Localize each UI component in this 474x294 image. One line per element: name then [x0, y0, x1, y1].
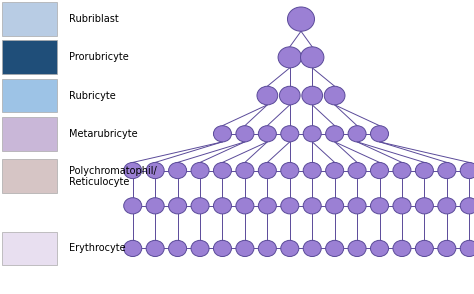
Ellipse shape — [279, 86, 300, 105]
Ellipse shape — [460, 240, 474, 256]
Ellipse shape — [438, 163, 456, 179]
Ellipse shape — [236, 163, 254, 179]
Text: Metarubricyte: Metarubricyte — [69, 129, 137, 139]
Ellipse shape — [348, 126, 366, 142]
Ellipse shape — [303, 198, 321, 214]
Ellipse shape — [191, 163, 209, 179]
Ellipse shape — [146, 240, 164, 256]
Ellipse shape — [191, 198, 209, 214]
Ellipse shape — [303, 240, 321, 256]
Ellipse shape — [281, 198, 299, 214]
Ellipse shape — [258, 163, 276, 179]
Ellipse shape — [326, 240, 344, 256]
Ellipse shape — [213, 240, 231, 256]
Text: Prorubricyte: Prorubricyte — [69, 52, 128, 62]
Ellipse shape — [281, 126, 299, 142]
Ellipse shape — [236, 198, 254, 214]
Ellipse shape — [257, 86, 278, 105]
Text: Erythrocyte: Erythrocyte — [69, 243, 125, 253]
Ellipse shape — [348, 198, 366, 214]
Ellipse shape — [213, 198, 231, 214]
Ellipse shape — [303, 126, 321, 142]
Ellipse shape — [326, 198, 344, 214]
Ellipse shape — [169, 163, 187, 179]
Ellipse shape — [371, 126, 389, 142]
Ellipse shape — [169, 198, 187, 214]
Ellipse shape — [415, 240, 433, 256]
Ellipse shape — [281, 240, 299, 256]
Ellipse shape — [438, 240, 456, 256]
Ellipse shape — [393, 240, 411, 256]
Ellipse shape — [371, 198, 389, 214]
Text: Rubriblast: Rubriblast — [69, 14, 118, 24]
Ellipse shape — [258, 126, 276, 142]
Ellipse shape — [348, 240, 366, 256]
FancyBboxPatch shape — [2, 2, 57, 36]
Ellipse shape — [415, 163, 433, 179]
Ellipse shape — [236, 240, 254, 256]
Ellipse shape — [326, 163, 344, 179]
Ellipse shape — [303, 163, 321, 179]
Text: Polychromatophil/
Reticulocyte: Polychromatophil/ Reticulocyte — [69, 166, 156, 187]
Ellipse shape — [191, 240, 209, 256]
FancyBboxPatch shape — [2, 232, 57, 265]
Ellipse shape — [213, 126, 231, 142]
Ellipse shape — [146, 198, 164, 214]
Ellipse shape — [393, 163, 411, 179]
FancyBboxPatch shape — [2, 160, 57, 193]
Ellipse shape — [438, 198, 456, 214]
Ellipse shape — [281, 163, 299, 179]
Ellipse shape — [213, 163, 231, 179]
Ellipse shape — [371, 240, 389, 256]
Ellipse shape — [393, 198, 411, 214]
FancyBboxPatch shape — [2, 41, 57, 74]
Ellipse shape — [324, 86, 345, 105]
Ellipse shape — [287, 7, 315, 31]
Ellipse shape — [371, 163, 389, 179]
Ellipse shape — [348, 163, 366, 179]
Ellipse shape — [326, 126, 344, 142]
FancyBboxPatch shape — [2, 79, 57, 113]
Ellipse shape — [124, 198, 142, 214]
Ellipse shape — [236, 126, 254, 142]
Ellipse shape — [278, 47, 301, 68]
FancyBboxPatch shape — [2, 117, 57, 151]
Ellipse shape — [124, 163, 142, 179]
Ellipse shape — [258, 198, 276, 214]
Ellipse shape — [302, 86, 323, 105]
Ellipse shape — [301, 47, 324, 68]
Ellipse shape — [460, 163, 474, 179]
Text: Rubricyte: Rubricyte — [69, 91, 116, 101]
Ellipse shape — [169, 240, 187, 256]
Ellipse shape — [460, 198, 474, 214]
Ellipse shape — [124, 240, 142, 256]
Ellipse shape — [258, 240, 276, 256]
Ellipse shape — [415, 198, 433, 214]
Ellipse shape — [146, 163, 164, 179]
